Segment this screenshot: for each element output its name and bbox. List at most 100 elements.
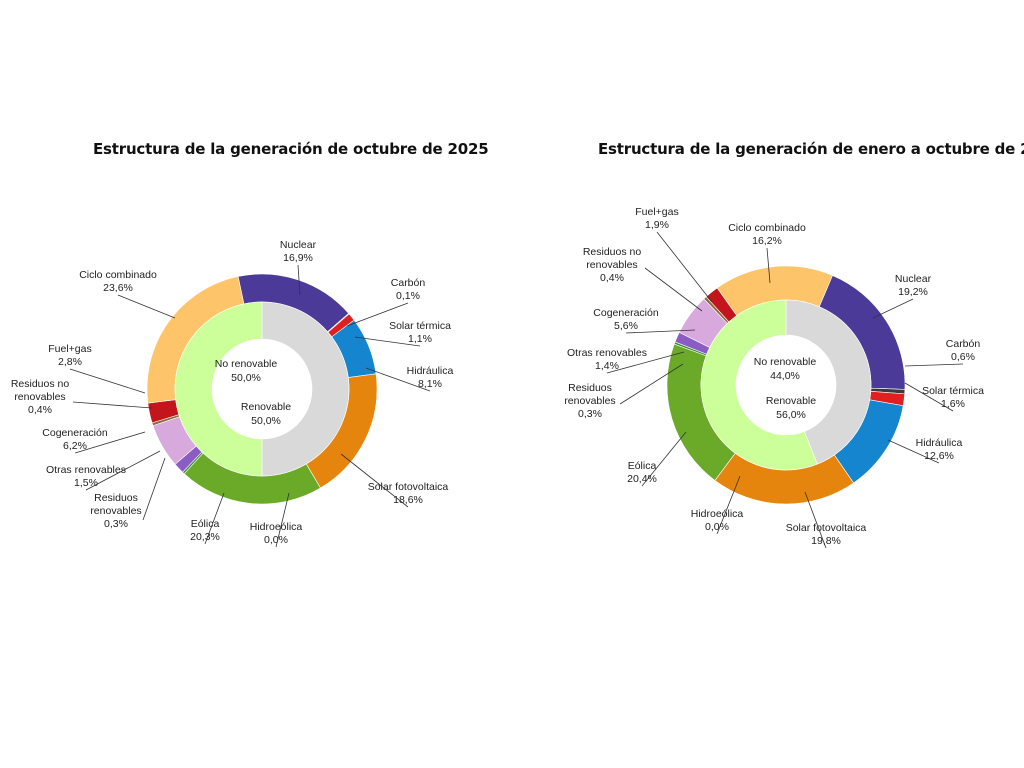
label-name-residuos-no-renovables: renovables [586, 259, 637, 271]
label-name-eolica: Eólica [191, 518, 220, 530]
label-name-nuclear: Nuclear [895, 273, 932, 285]
leader-hidroeolica [275, 492, 290, 548]
label-name-fuel-gas: Fuel+gas [48, 343, 92, 355]
label-value-ciclo-combinado: 23,6% [103, 282, 133, 294]
label-value-fuel-gas: 2,8% [58, 356, 82, 368]
label-name-ciclo-combinado: Ciclo combinado [728, 222, 806, 234]
leader-cogeneracion [74, 431, 146, 454]
label-value-solar-fotovoltaica: 18,6% [393, 494, 423, 506]
leader-hidroeolica [716, 475, 741, 535]
leader-ciclo-combinado [117, 294, 176, 319]
label-value-hidroeolica: 0,0% [264, 534, 288, 546]
label-name-solar-termica: Solar térmica [389, 320, 451, 332]
leader-eolica [641, 431, 687, 487]
label-value-nuclear: 19,2% [898, 286, 928, 298]
label-name-carbon: Carbón [391, 277, 426, 289]
leader-carbon [346, 302, 409, 327]
label-value-residuos-no-renovables: 0,4% [600, 272, 624, 284]
label-name-hidraulica: Hidráulica [407, 365, 454, 377]
label-name-residuos-renovables: Residuos [568, 382, 612, 394]
label-name-hidroeolica: Hidroeólica [691, 508, 744, 520]
inner-value-renovable: 56,0% [776, 409, 806, 421]
leader-nuclear [872, 298, 914, 319]
label-name-cogeneracion: Cogeneración [42, 427, 108, 439]
leader-hidraulica [887, 439, 940, 464]
inner-slice-no-renovable [261, 301, 350, 477]
label-value-eolica: 20,3% [190, 531, 220, 543]
label-name-hidraulica: Hidráulica [916, 437, 963, 449]
label-value-otras-renovables: 1,4% [595, 360, 619, 372]
label-value-residuos-renovables: 0,3% [104, 518, 128, 530]
label-value-hidroeolica: 0,0% [705, 521, 729, 533]
inner-label-no-renovable: No renovable [754, 356, 817, 368]
label-value-carbon: 0,6% [951, 351, 975, 363]
leader-cogeneracion [625, 329, 696, 334]
label-value-residuos-no-renovables: 0,4% [28, 404, 52, 416]
inner-label-no-renovable: No renovable [215, 358, 278, 370]
label-name-solar-fotovoltaica: Solar fotovoltaica [786, 522, 867, 534]
label-name-residuos-no-renovables: renovables [14, 391, 65, 403]
inner-label-renovable: Renovable [241, 401, 291, 413]
label-value-residuos-renovables: 0,3% [578, 408, 602, 420]
inner-label-renovable: Renovable [766, 395, 816, 407]
leader-otras-renovables [606, 351, 685, 374]
chart-title-january-october: Estructura de la generación de enero a o… [598, 140, 1024, 158]
label-name-ciclo-combinado: Ciclo combinado [79, 269, 157, 281]
label-value-otras-renovables: 1,5% [74, 477, 98, 489]
label-name-nuclear: Nuclear [280, 239, 317, 251]
label-value-hidraulica: 8,1% [418, 378, 442, 390]
label-name-fuel-gas: Fuel+gas [635, 206, 679, 218]
label-value-ciclo-combinado: 16,2% [752, 235, 782, 247]
leader-nuclear [297, 264, 301, 296]
label-value-nuclear: 16,9% [283, 252, 313, 264]
label-name-residuos-renovables: renovables [564, 395, 615, 407]
inner-slice-renovable [174, 301, 263, 477]
label-value-solar-termica: 1,6% [941, 398, 965, 410]
label-value-solar-fotovoltaica: 19,8% [811, 535, 841, 547]
leader-residuos-renovables [619, 363, 684, 405]
inner-value-no-renovable: 50,0% [231, 372, 261, 384]
chart-title-october: Estructura de la generación de octubre d… [93, 140, 489, 158]
inner-value-no-renovable: 44,0% [770, 370, 800, 382]
label-name-cogeneracion: Cogeneración [593, 307, 659, 319]
label-name-residuos-no-renovables: Residuos no [11, 378, 70, 390]
label-name-residuos-no-renovables: Residuos no [583, 246, 642, 258]
leader-residuos-no-renovables [72, 401, 153, 409]
leader-solar-termica [354, 336, 421, 347]
label-value-solar-termica: 1,1% [408, 333, 432, 345]
leader-solar-termica [904, 382, 954, 412]
leader-residuos-renovables [142, 457, 166, 521]
label-name-otras-renovables: Otras renovables [46, 464, 126, 476]
leader-otras-renovables [85, 450, 161, 491]
label-value-eolica: 20,4% [627, 473, 657, 485]
inner-slice-renovable [700, 299, 818, 471]
label-value-cogeneracion: 6,2% [63, 440, 87, 452]
label-name-eolica: Eólica [628, 460, 657, 472]
